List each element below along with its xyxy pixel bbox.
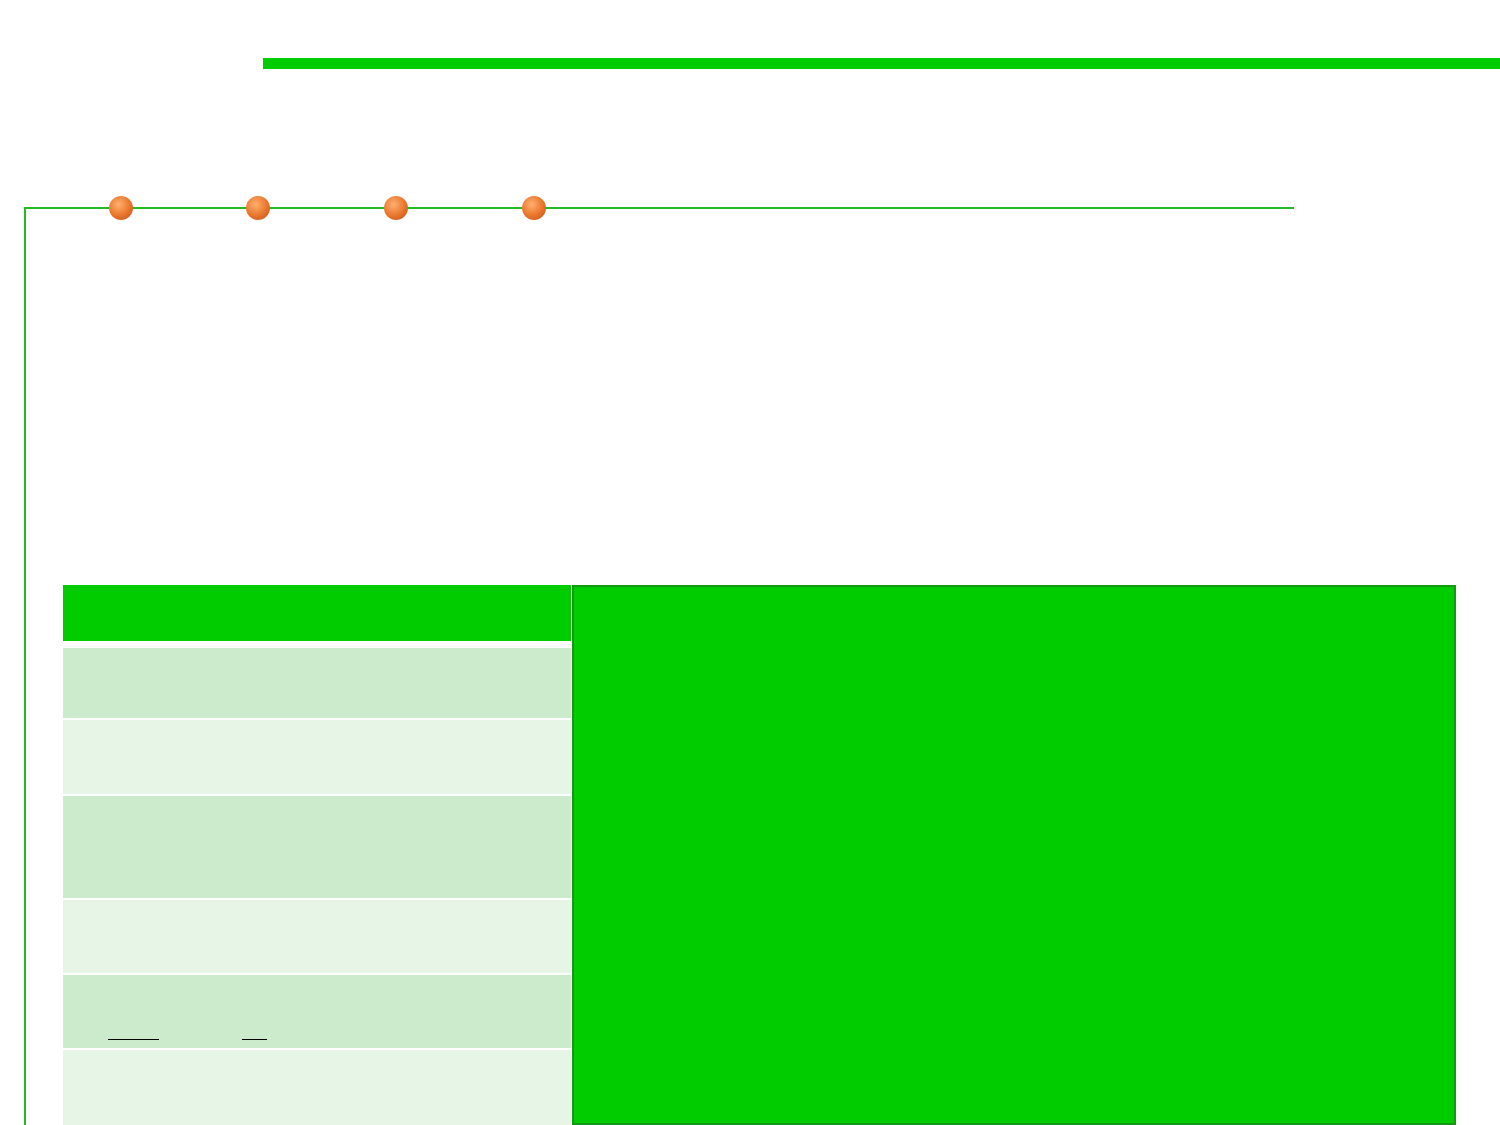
top-accent-bar [263,58,1500,69]
table-row [63,718,571,795]
table-row [63,646,571,719]
vertical-rule [24,207,26,1125]
table-row [63,794,571,899]
content-table [63,585,571,1125]
table-row [63,973,571,1049]
green-content-panel [572,585,1456,1125]
orange-bullet-icon [246,196,270,220]
underline-mark [242,1039,267,1040]
table-row [63,1048,571,1125]
table-header [63,585,571,641]
orange-bullet-icon [109,196,133,220]
horizontal-rule [24,207,1294,209]
orange-bullet-icon [522,196,546,220]
table-row [63,898,571,974]
underline-mark [108,1039,159,1040]
orange-bullet-icon [384,196,408,220]
